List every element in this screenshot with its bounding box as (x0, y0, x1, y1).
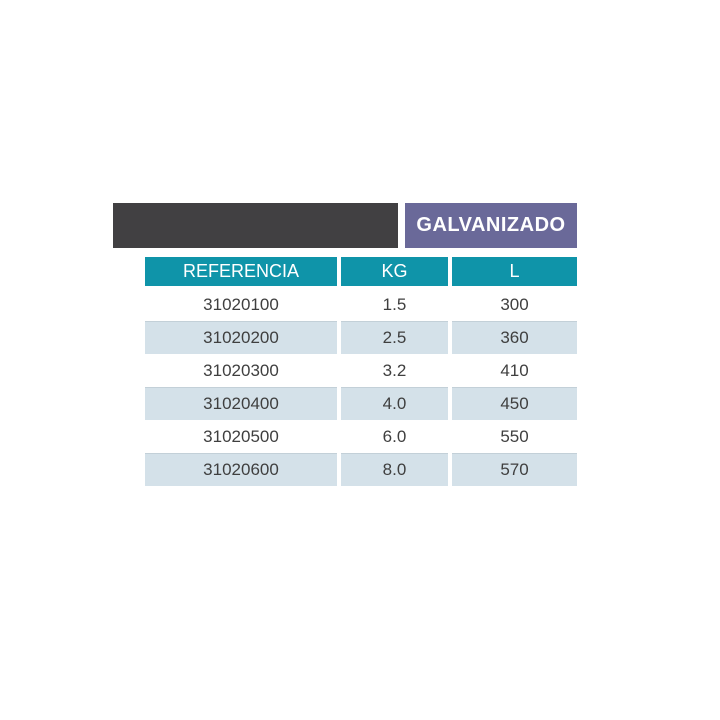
cell-kg: 4.0 (341, 387, 448, 420)
table-row: 31020400 4.0 450 (145, 387, 577, 420)
table-row: 31020500 6.0 550 (145, 420, 577, 453)
cell-kg: 3.2 (382, 360, 407, 380)
spec-table: REFERENCIA KG L 31020100 1.5 300 3102020… (145, 257, 577, 486)
banner-dark-block (113, 203, 398, 248)
table-row: 31020300 3.2 410 (145, 354, 577, 387)
cell-kg: 8.0 (341, 453, 448, 486)
cell-referencia: 31020100 (203, 294, 279, 314)
cell-referencia: 31020200 (145, 321, 337, 354)
cell-l: 360 (452, 321, 577, 354)
cell-kg: 6.0 (382, 426, 407, 446)
cell-l: 450 (452, 387, 577, 420)
cell-kg: 2.5 (341, 321, 448, 354)
table-header-row: REFERENCIA KG L (145, 257, 577, 286)
header-cell-referencia: REFERENCIA (145, 257, 337, 286)
galvanizado-label: GALVANIZADO (416, 214, 566, 236)
cell-referencia: 31020500 (203, 426, 279, 446)
cell-kg: 1.5 (382, 294, 407, 314)
cell-referencia: 31020600 (145, 453, 337, 486)
header-cell-kg: KG (341, 257, 448, 286)
banner-galvanizado: GALVANIZADO (405, 203, 577, 248)
table-row: 31020100 1.5 300 (145, 288, 577, 321)
header-cell-l: L (452, 257, 577, 286)
table-row: 31020200 2.5 360 (145, 321, 577, 354)
cell-referencia: 31020300 (203, 360, 279, 380)
cell-l: 410 (500, 360, 529, 380)
cell-referencia: 31020400 (145, 387, 337, 420)
cell-l: 550 (500, 426, 529, 446)
cell-l: 300 (500, 294, 529, 314)
cell-l: 570 (452, 453, 577, 486)
table-row: 31020600 8.0 570 (145, 453, 577, 486)
